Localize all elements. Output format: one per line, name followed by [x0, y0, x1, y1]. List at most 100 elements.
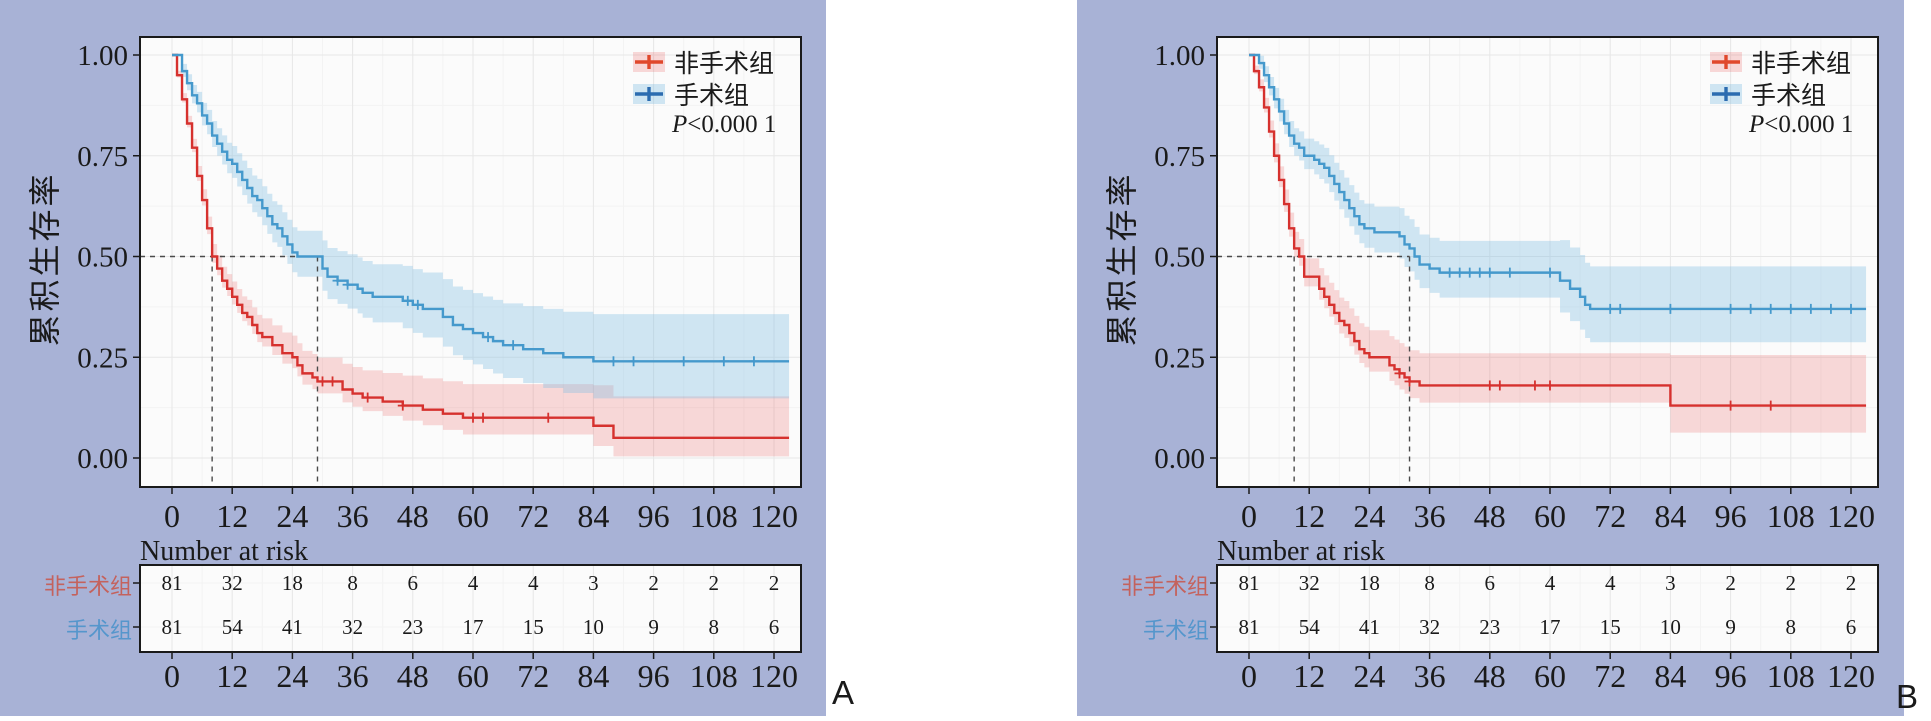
median-guide-lines [140, 255, 319, 487]
risk-count: 2 [1846, 571, 1857, 595]
risk-x-axis: 0 12 24 36 48 60 72 84 96 108 120 [164, 652, 798, 694]
x-tick-label: 120 [750, 498, 798, 534]
x-tick-label: 60 [457, 498, 489, 534]
risk-x-axis: 0 12 24 36 48 60 72 84 96 108 120 [1241, 652, 1875, 694]
legend: 非手术组 手术组 P<0.000 1 [1709, 46, 1853, 142]
x-tick-label: 0 [164, 498, 180, 534]
risk-count: 81 [162, 615, 183, 639]
risk-x-tick-label: 96 [1715, 658, 1747, 694]
x-tick-label: 108 [1767, 498, 1815, 534]
x-tick-label: 72 [517, 498, 549, 534]
risk-x-tick-label: 36 [337, 658, 369, 694]
risk-table-bg [140, 565, 801, 652]
risk-count: 32 [1419, 615, 1440, 639]
risk-x-tick-label: 24 [276, 658, 308, 694]
censor-marks [317, 376, 554, 423]
x-tick-label: 12 [216, 498, 248, 534]
km-plot-svg-a: 1.000.750.500.250.000 12 24 36 48 60 72 84 96 108… [77, 36, 802, 694]
nonsurgery-plus-marker-icon [632, 50, 666, 74]
legend-label-surgery: 手术组 [674, 83, 750, 110]
risk-count: 9 [1725, 615, 1736, 639]
risk-table-bg [1217, 565, 1878, 652]
risk-count: 41 [1359, 615, 1380, 639]
risk-table-frame [139, 564, 802, 653]
x-tick-label: 36 [1414, 498, 1446, 534]
x-tick-label: 96 [638, 498, 670, 534]
risk-count: 9 [648, 615, 659, 639]
risk-count: 6 [1846, 615, 1857, 639]
risk-row-label-surgery: 手术组 [65, 618, 132, 643]
risk-count: 54 [222, 615, 244, 639]
risk-row-values: 81 32 18 8 6 4 4 3 2 2 2 [1239, 571, 1857, 595]
plot-panel-bg [140, 37, 801, 487]
x-tick-label: 24 [276, 498, 308, 534]
censor-marks [1394, 368, 1776, 411]
risk-row-values: 81 54 41 32 23 17 15 10 9 8 6 [162, 615, 780, 639]
risk-count: 2 [1786, 571, 1797, 595]
risk-x-tick-label: 60 [457, 658, 489, 694]
number-at-risk-title: Number at risk [1217, 536, 1385, 567]
risk-x-tick-label: 0 [164, 658, 180, 694]
risk-count: 4 [468, 571, 479, 595]
y-tick-label: 0.25 [77, 342, 128, 374]
risk-table-grid [140, 565, 801, 652]
legend-label-surgery: 手术组 [1751, 83, 1827, 110]
risk-x-tick-label: 108 [1767, 658, 1815, 694]
risk-count: 17 [1540, 615, 1561, 639]
km-plot-svg-b: 1.000.750.500.250.000 12 24 36 48 60 72 84 96 108… [1154, 36, 1879, 694]
x-tick-label: 60 [1534, 498, 1566, 534]
risk-count: 54 [1299, 615, 1321, 639]
risk-x-tick-label: 0 [1241, 658, 1257, 694]
y-tick-label: 0.25 [1154, 342, 1205, 374]
risk-x-tick-label: 48 [1474, 658, 1506, 694]
legend-item-nonsurgery: 非手术组 [1709, 46, 1853, 78]
risk-count: 32 [342, 615, 363, 639]
risk-x-tick-label: 96 [638, 658, 670, 694]
legend-label-nonsurgery: 非手术组 [674, 51, 775, 78]
risk-row-label-nonsurgery: 非手术组 [43, 574, 132, 599]
x-tick-label: 120 [1827, 498, 1875, 534]
risk-count: 18 [1359, 571, 1380, 595]
panel-letter-b: B [1896, 678, 1919, 715]
censor-marks [332, 275, 759, 367]
risk-x-tick-label: 84 [577, 658, 609, 694]
km-panel-a: 1.00 0.75 0.50 0.25 0.00 0 12 24 36 48 60 72 84 96 108… [0, 0, 826, 716]
risk-count: 2 [769, 571, 780, 595]
y-tick-label: 0.75 [1154, 141, 1205, 173]
x-axis: 0 12 24 36 48 60 72 84 96 108 120 [164, 487, 798, 534]
legend-item-surgery: 手术组 [632, 78, 776, 110]
nonsurgery-plus-marker-icon [1709, 50, 1743, 74]
x-tick-label: 84 [577, 498, 609, 534]
grid-lines [140, 37, 801, 487]
legend: 非手术组 手术组 P<0.000 1 [632, 46, 776, 142]
risk-row-values: 81 54 41 32 23 17 15 10 9 8 6 [1239, 615, 1857, 639]
risk-count: 4 [528, 571, 539, 595]
median-guide-lines [1217, 255, 1411, 487]
risk-count: 3 [1665, 571, 1676, 595]
risk-count: 2 [709, 571, 720, 595]
x-tick-label: 24 [1353, 498, 1385, 534]
legend-item-surgery: 手术组 [1709, 78, 1853, 110]
confidence-band [172, 55, 790, 457]
risk-row-label-nonsurgery: 非手术组 [1120, 574, 1209, 599]
x-tick-label: 12 [1293, 498, 1325, 534]
risk-count: 81 [1239, 615, 1260, 639]
risk-count: 81 [1239, 571, 1260, 595]
x-tick-label: 84 [1654, 498, 1686, 534]
km-curve-surgery [172, 53, 790, 363]
risk-count: 41 [282, 615, 303, 639]
risk-count: 32 [1299, 571, 1320, 595]
risk-table-frame [1216, 564, 1879, 653]
confidence-band [1249, 55, 1867, 343]
y-tick-label: 0.00 [1154, 443, 1205, 475]
y-tick-label: 0.50 [77, 242, 128, 274]
risk-count: 15 [523, 615, 544, 639]
risk-count: 23 [402, 615, 423, 639]
km-panel-b: 1.00 0.75 0.50 0.25 0.00 0 12 24 36 48 60 72 84 96 108… [1077, 0, 1904, 716]
risk-count: 6 [769, 615, 780, 639]
legend-item-nonsurgery: 非手术组 [632, 46, 776, 78]
y-tick-label: 1.00 [1154, 40, 1205, 72]
risk-count: 8 [347, 571, 358, 595]
risk-x-tick-label: 108 [690, 658, 738, 694]
